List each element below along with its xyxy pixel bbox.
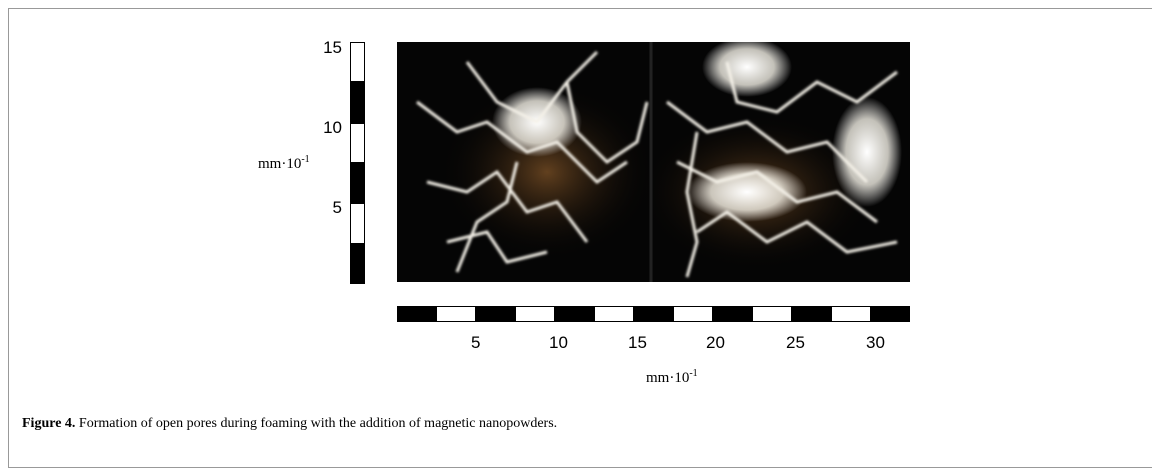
scale-segment	[350, 82, 365, 122]
y-scale-label: 15	[323, 38, 342, 58]
x-scale-label: 5	[471, 333, 480, 353]
unit-base: mm·10	[258, 156, 301, 172]
x-scale-label: 20	[706, 333, 725, 353]
scale-segment	[871, 306, 910, 322]
scale-segment	[350, 244, 365, 284]
x-scale-label: 15	[628, 333, 647, 353]
scale-segment	[515, 306, 554, 322]
caption-label: Figure 4.	[22, 416, 75, 431]
vertical-scale-bar	[350, 42, 365, 284]
page: 15 10 5 mm·10-1 5 10 15 20 25 30 mm·10-1…	[0, 0, 1152, 452]
scale-segment	[673, 306, 712, 322]
x-scale-label: 10	[549, 333, 568, 353]
scale-segment	[350, 42, 365, 82]
scale-segment	[752, 306, 791, 322]
scale-segment	[555, 306, 594, 322]
y-scale-label: 5	[333, 198, 342, 218]
scale-segment	[831, 306, 870, 322]
y-scale-label: 10	[323, 118, 342, 138]
unit-base: mm·10	[646, 370, 689, 386]
unit-exponent: -1	[689, 368, 697, 379]
y-unit: mm·10-1	[258, 154, 310, 173]
scale-segment	[792, 306, 831, 322]
unit-exponent: -1	[301, 154, 309, 165]
caption-text: Formation of open pores during foaming w…	[79, 416, 557, 431]
x-unit: mm·10-1	[646, 368, 698, 387]
x-scale-label: 30	[866, 333, 885, 353]
scale-segment	[350, 203, 365, 243]
scale-segment	[350, 123, 365, 163]
scale-segment	[634, 306, 673, 322]
micrograph	[397, 42, 910, 282]
scale-segment	[350, 163, 365, 203]
horizontal-scale-bar	[397, 306, 910, 322]
x-scale-label: 25	[786, 333, 805, 353]
scale-segment	[476, 306, 515, 322]
caption: Figure 4. Formation of open pores during…	[22, 416, 557, 432]
scale-segment	[397, 306, 436, 322]
scale-segment	[713, 306, 752, 322]
scale-segment	[594, 306, 633, 322]
scale-segment	[436, 306, 475, 322]
